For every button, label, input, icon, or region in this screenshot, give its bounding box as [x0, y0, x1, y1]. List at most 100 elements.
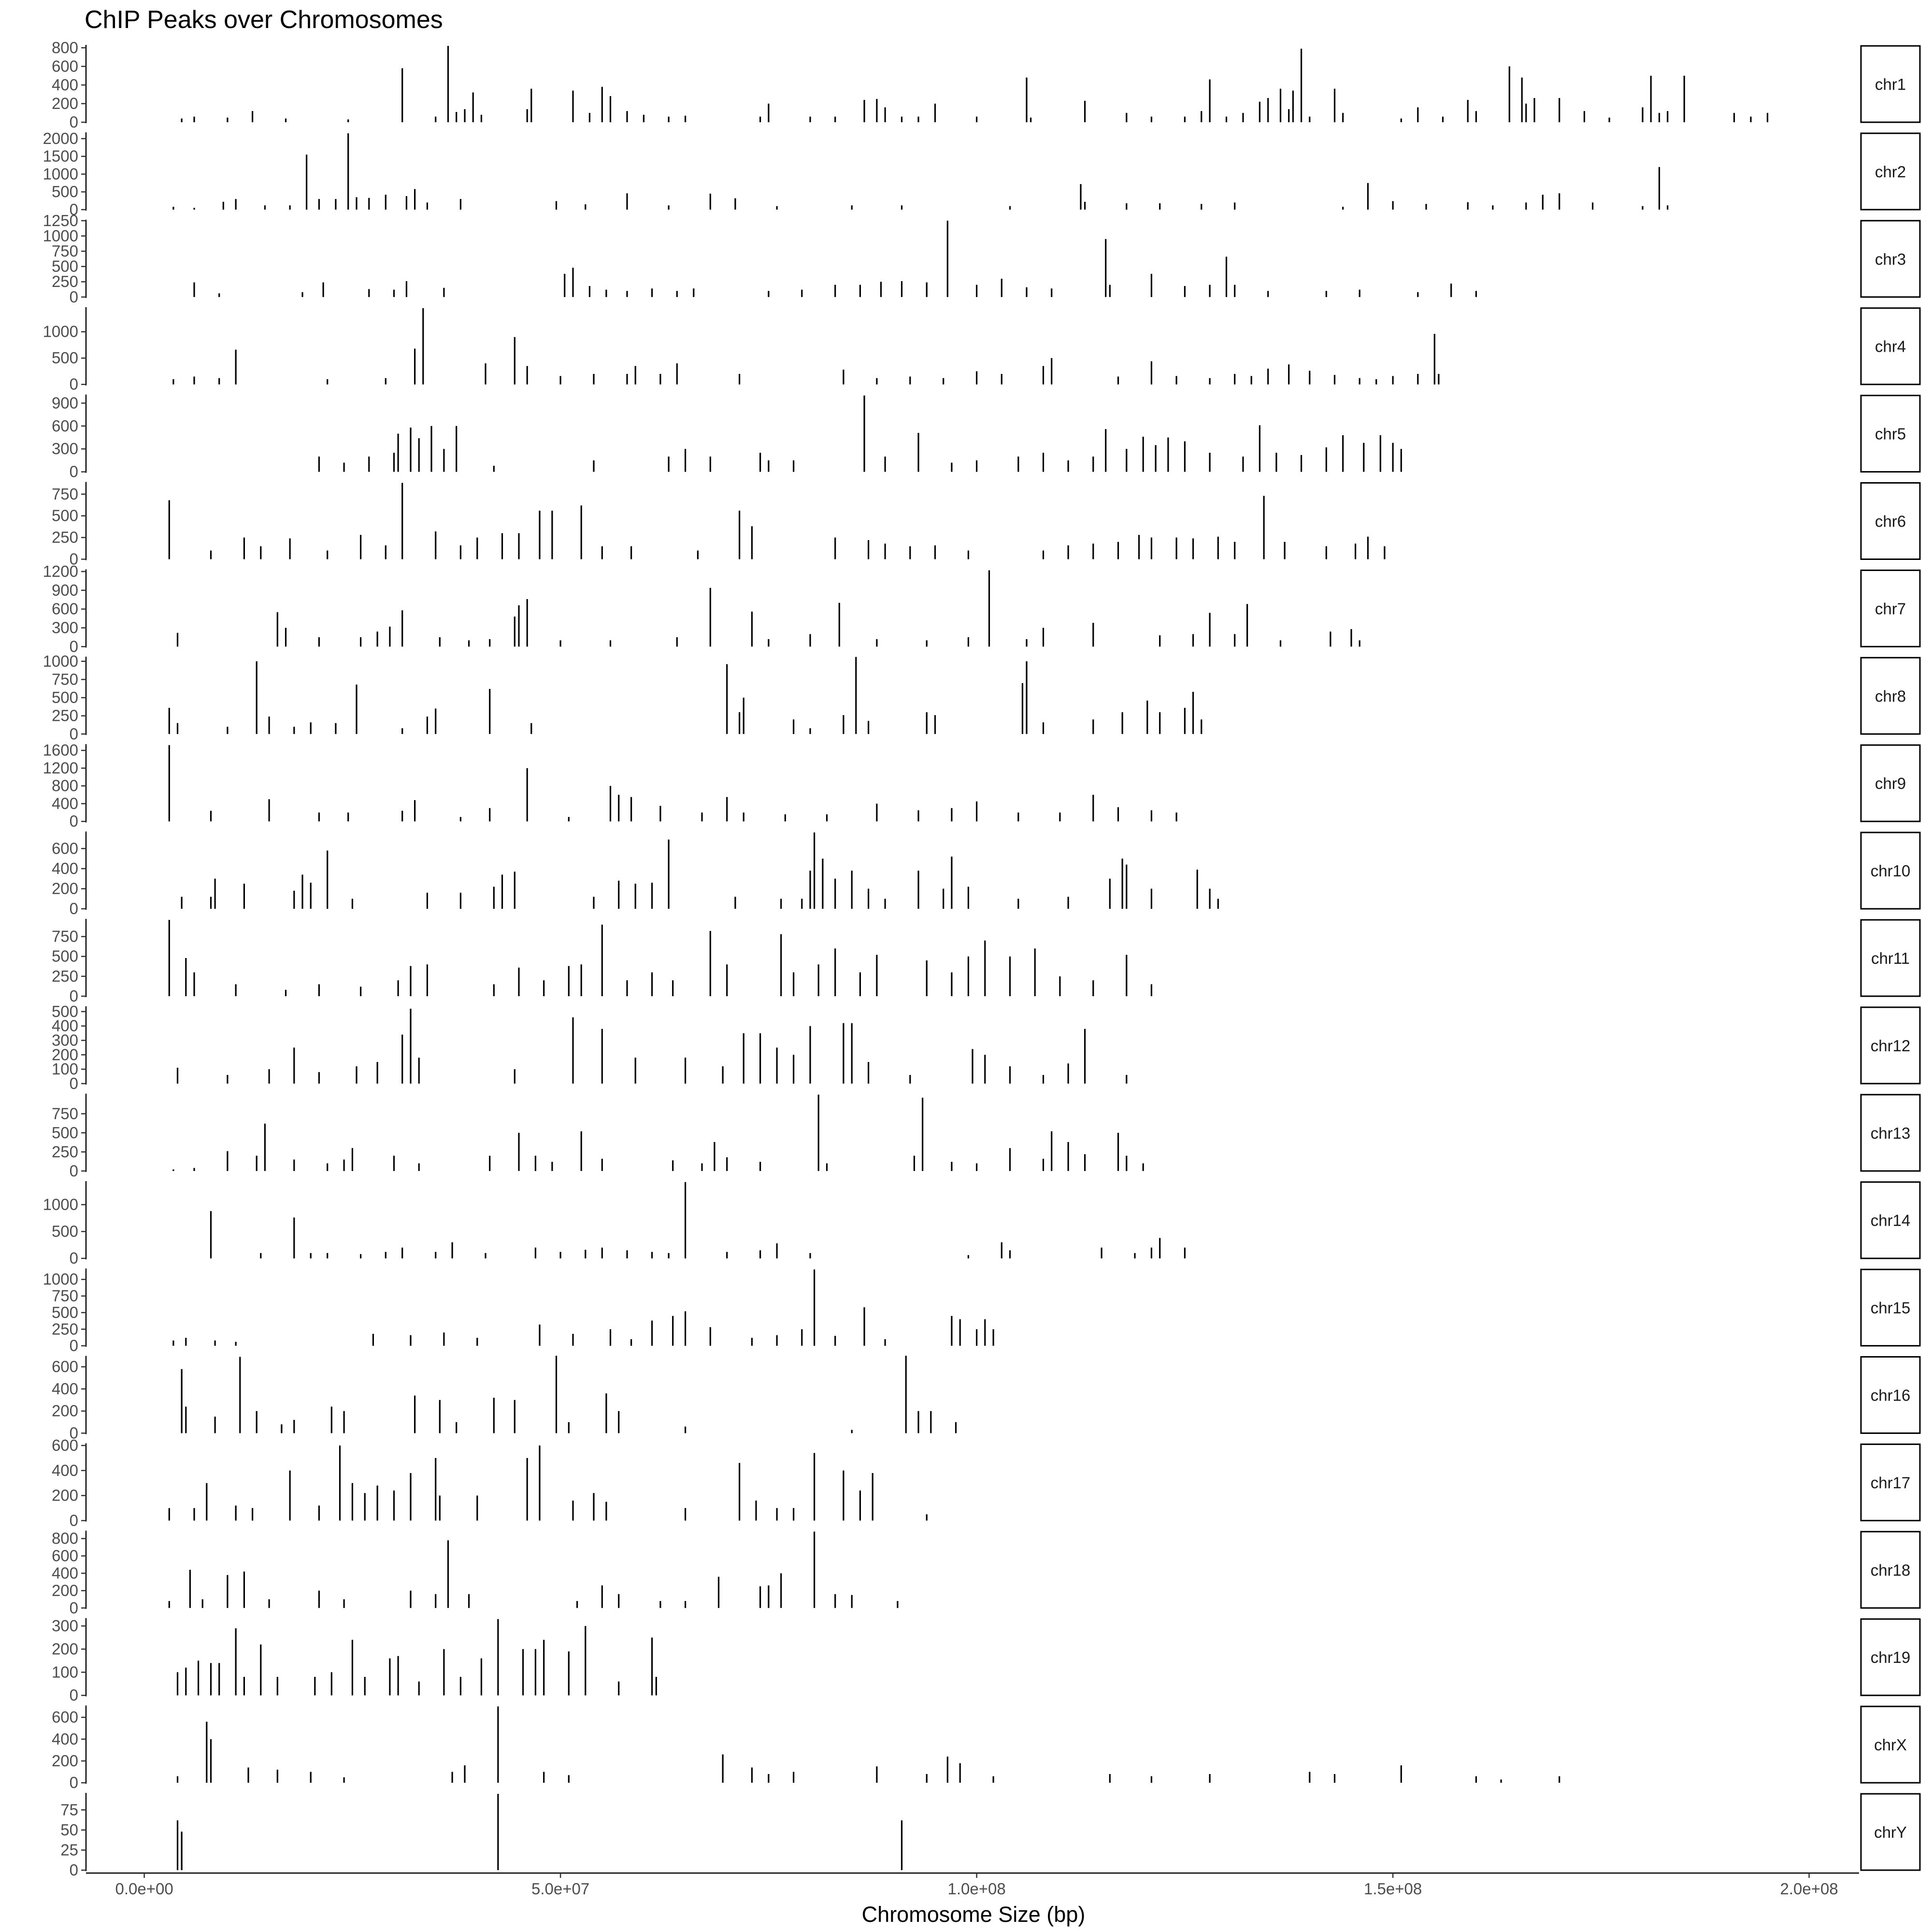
- facet-panel-chr10: 0 200 400 600 chr10: [52, 831, 1921, 917]
- y-tick-label: 1250: [43, 212, 78, 229]
- y-tick-label: 400: [52, 1017, 78, 1035]
- y-tick-label: 0: [70, 1511, 78, 1529]
- y-tick-label: 200: [52, 1045, 78, 1063]
- facet-strip-label: chr3: [1875, 250, 1906, 268]
- facet-strip-label: chr1: [1875, 75, 1906, 93]
- facet-strip-label: chr4: [1875, 338, 1906, 356]
- y-tick-label: 0: [70, 725, 78, 743]
- y-tick-label: 750: [52, 670, 78, 688]
- facet-strip-label: chr8: [1875, 687, 1906, 705]
- facet-panel-chrX: 0 200 400 600 chrX: [52, 1705, 1921, 1791]
- x-tick-label: 1.5e+08: [1364, 1880, 1422, 1898]
- chart-title: ChIP Peaks over Chromosomes: [85, 6, 443, 34]
- y-tick-label: 300: [52, 1617, 78, 1635]
- facet-strip-label: chr11: [1871, 949, 1910, 967]
- y-tick-label: 1000: [43, 323, 78, 341]
- y-tick-label: 0: [70, 1774, 78, 1791]
- y-tick-label: 400: [52, 794, 78, 812]
- facet-strip: [1860, 1356, 1921, 1434]
- facet-strip: [1860, 1705, 1921, 1784]
- facet-strip-label: chr5: [1875, 425, 1906, 443]
- y-tick-label: 200: [52, 1402, 78, 1420]
- facet-panel-chr19: 0 100 200 300 chr19: [52, 1617, 1921, 1704]
- facet-strip: [1860, 569, 1921, 647]
- y-tick-label: 600: [52, 1436, 78, 1454]
- facet-strip-label: chr13: [1871, 1124, 1911, 1142]
- y-tick-label: 1000: [43, 1195, 78, 1213]
- facet-strip: [1860, 744, 1921, 822]
- facet-strip: [1860, 1443, 1921, 1521]
- y-tick-label: 500: [52, 1002, 78, 1020]
- y-tick-label: 1500: [43, 147, 78, 165]
- facet-strip-label: chr18: [1871, 1561, 1911, 1579]
- y-tick-label: 900: [52, 394, 78, 412]
- y-tick-label: 0: [70, 1249, 78, 1267]
- y-tick-label: 0: [70, 812, 78, 830]
- facet-panel-chr17: 0 200 400 600 chr17: [52, 1436, 1921, 1529]
- y-tick-label: 250: [52, 967, 78, 985]
- y-tick-label: 0: [70, 1686, 78, 1704]
- facet-strip-label: chr12: [1871, 1037, 1911, 1055]
- y-tick-label: 600: [52, 417, 78, 435]
- facet-panel-chr14: 0 500 1000 chr14: [43, 1181, 1921, 1267]
- facet-strip: [1860, 1094, 1921, 1172]
- facet-strip-label: chr7: [1875, 600, 1906, 617]
- facet-strip: [1860, 831, 1921, 910]
- y-tick-label: 500: [52, 947, 78, 965]
- y-tick-label: 250: [52, 1320, 78, 1338]
- y-tick-label: 200: [52, 1581, 78, 1599]
- y-tick-label: 500: [52, 258, 78, 275]
- y-tick-label: 0: [70, 288, 78, 306]
- y-tick-label: 400: [52, 1380, 78, 1398]
- facet-strip-label: chr14: [1871, 1212, 1911, 1230]
- facet-strip-label: chr15: [1871, 1299, 1911, 1317]
- y-tick-label: 200: [52, 1752, 78, 1770]
- facet-strip: [1860, 657, 1921, 735]
- y-tick-label: 600: [52, 600, 78, 618]
- facet-strip-label: chr6: [1875, 513, 1906, 530]
- facet-strip: [1860, 1531, 1921, 1609]
- y-tick-label: 0: [70, 113, 78, 131]
- y-tick-label: 0: [70, 1074, 78, 1092]
- facet-strip: [1860, 307, 1921, 386]
- facet-strip: [1860, 1006, 1921, 1085]
- y-tick-label: 1000: [43, 1270, 78, 1288]
- y-tick-label: 0: [70, 900, 78, 917]
- facet-strip: [1860, 1793, 1921, 1871]
- y-tick-label: 0: [70, 463, 78, 481]
- y-tick-label: 250: [52, 707, 78, 725]
- facet-strip-label: chr19: [1871, 1648, 1911, 1666]
- facet-strip-label: chrY: [1874, 1823, 1907, 1841]
- y-tick-label: 800: [52, 1530, 78, 1547]
- facet-strip: [1860, 1618, 1921, 1696]
- y-tick-label: 500: [52, 1124, 78, 1142]
- y-tick-label: 25: [60, 1841, 78, 1859]
- y-tick-label: 750: [52, 485, 78, 503]
- y-tick-label: 750: [52, 242, 78, 260]
- y-tick-label: 300: [52, 1031, 78, 1049]
- facet-strip-label: chr17: [1871, 1474, 1911, 1491]
- y-tick-label: 400: [52, 1564, 78, 1582]
- facet-panels: 0200400600800chr10500100015002000chr2025…: [43, 39, 1921, 1879]
- y-tick-label: 0: [70, 987, 78, 1005]
- y-tick-label: 300: [52, 619, 78, 637]
- y-tick-label: 0: [70, 1337, 78, 1355]
- x-axis-label: Chromosome Size (bp): [862, 1902, 1086, 1927]
- y-tick-label: 500: [52, 349, 78, 367]
- y-tick-label: 400: [52, 1730, 78, 1748]
- facet-panel-chr16: 0 200 400 600 chr16: [52, 1356, 1921, 1442]
- y-tick-label: 500: [52, 1222, 78, 1240]
- facet-strip: [1860, 45, 1921, 123]
- y-tick-label: 1200: [43, 562, 78, 580]
- y-tick-label: 800: [52, 39, 78, 57]
- y-tick-label: 500: [52, 183, 78, 200]
- y-tick-label: 1600: [43, 741, 78, 759]
- y-tick-label: 250: [52, 272, 78, 290]
- x-tick-label: 2.0e+08: [1780, 1880, 1838, 1898]
- y-tick-label: 400: [52, 859, 78, 877]
